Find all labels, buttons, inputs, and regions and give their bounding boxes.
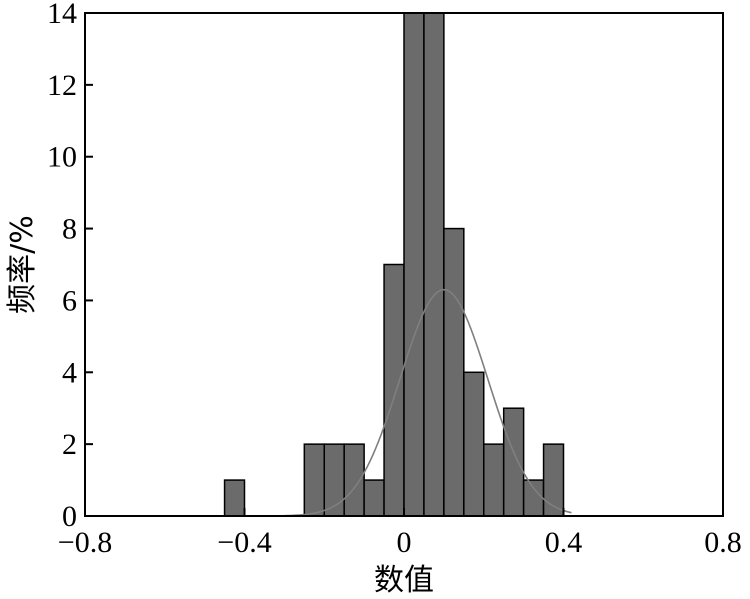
histogram-bar [383,263,405,517]
y-tick-label: 2 [62,428,77,461]
x-tick-label: −0.8 [58,526,112,559]
x-tick-label: 0 [397,526,412,559]
x-axis-title: 数值 [374,563,434,598]
y-tick-label: 4 [62,356,77,389]
histogram-bar [403,12,425,517]
histogram-bar [502,407,525,517]
histogram-bar [483,443,505,517]
y-tick-label: 12 [47,69,77,102]
x-tick-label: 0.8 [704,526,742,559]
x-tick-label: 0.4 [545,526,583,559]
x-axis: −0.8 −0.4 0 0.4 0.8 [58,508,742,559]
histogram-bar [423,12,445,517]
y-tick-label: 10 [47,141,77,174]
bars-group [223,12,565,517]
histogram-bar [343,443,365,517]
histogram-bar [363,479,385,517]
y-tick-label: 0 [62,500,77,533]
y-tick-label: 8 [62,213,77,246]
histogram-bar [303,443,325,517]
histogram-bar [463,371,485,517]
y-tick-label: 6 [62,284,77,317]
histogram-bar [443,227,465,517]
histogram-bar [522,479,545,517]
y-axis-title: 频率/% [5,215,40,314]
histogram-bar [223,479,246,517]
x-tick-label: −0.4 [217,526,271,559]
y-axis: 0 2 4 6 8 10 12 14 [47,0,93,533]
y-tick-label: 14 [47,0,77,30]
